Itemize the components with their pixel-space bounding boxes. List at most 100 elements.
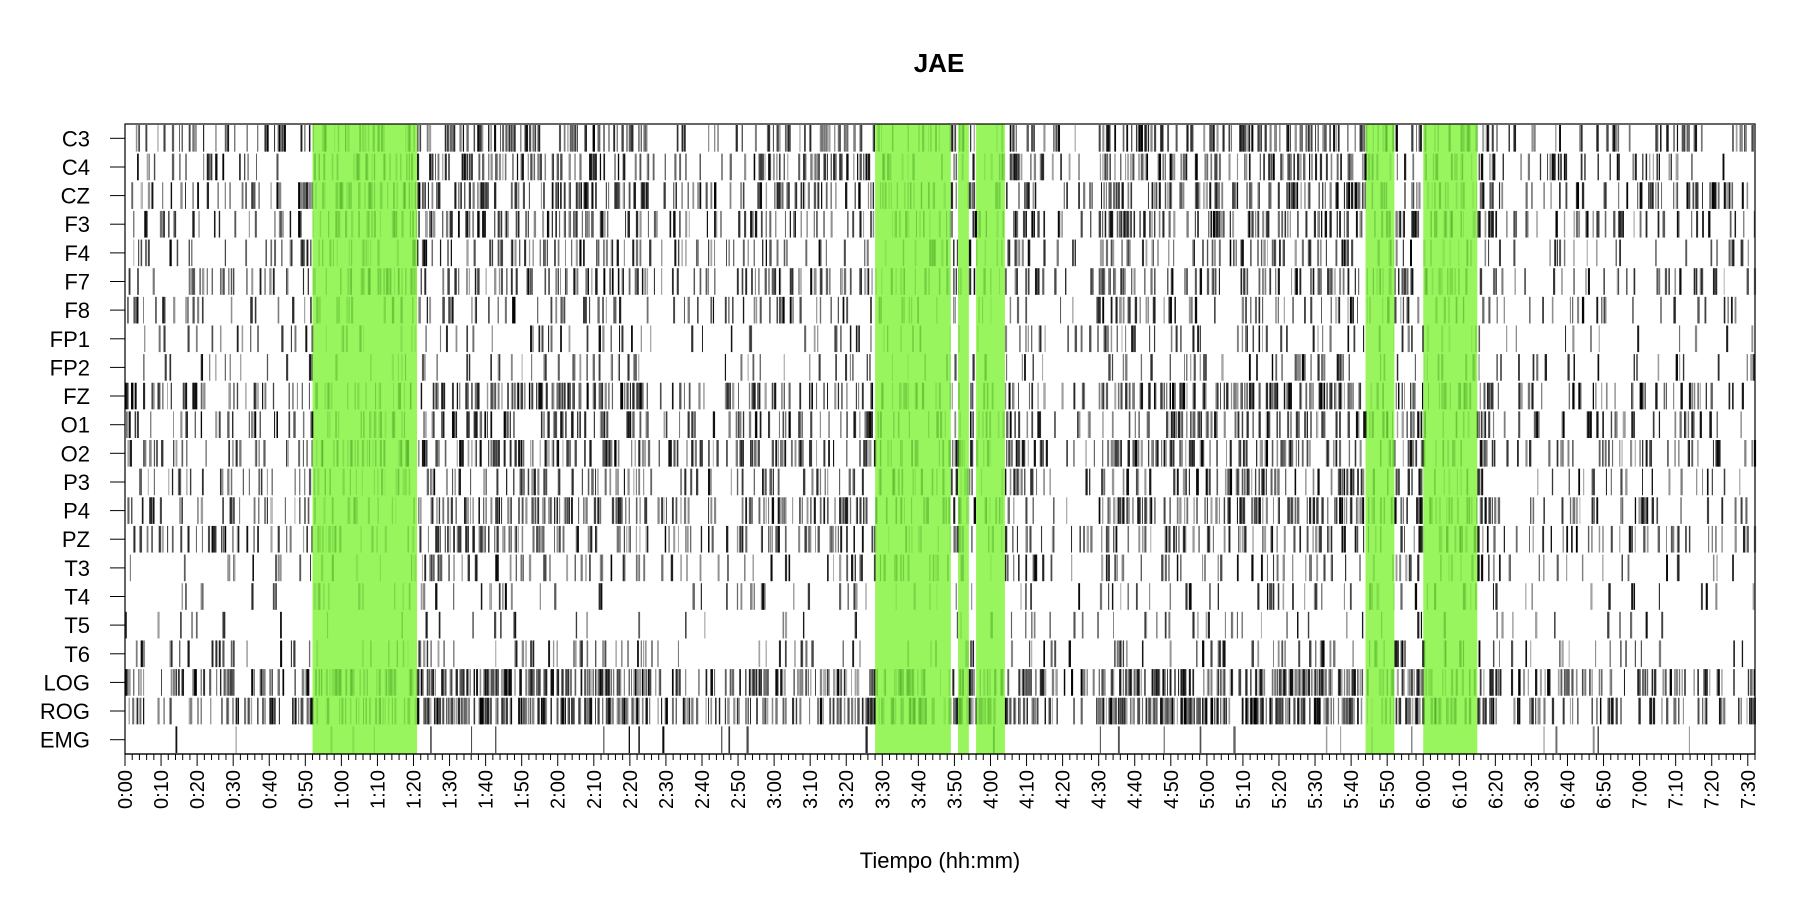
mark	[469, 153, 473, 181]
mark	[1357, 182, 1359, 209]
mark	[317, 468, 320, 496]
mark	[776, 182, 779, 209]
mark	[688, 382, 691, 410]
mark	[1004, 382, 1007, 410]
mark	[466, 268, 468, 295]
mark	[396, 640, 399, 668]
mark	[219, 468, 222, 496]
mark	[883, 153, 886, 181]
mark	[347, 125, 350, 152]
mark	[1452, 554, 1454, 582]
mark	[515, 554, 517, 582]
mark	[1132, 382, 1134, 410]
mark	[181, 583, 184, 610]
mark	[1468, 497, 1471, 524]
mark	[322, 239, 324, 267]
mark	[384, 296, 386, 324]
mark	[952, 440, 954, 467]
mark	[236, 440, 238, 467]
mark	[1616, 153, 1619, 181]
mark	[872, 182, 874, 209]
mark	[1247, 210, 1250, 238]
mark	[1455, 182, 1458, 209]
mark	[363, 411, 365, 438]
mark	[403, 182, 406, 209]
mark	[778, 640, 781, 668]
mark	[1199, 268, 1203, 295]
channel-row-f7	[128, 268, 1757, 295]
mark	[1351, 239, 1354, 267]
mark	[494, 382, 496, 410]
mark	[489, 239, 491, 267]
mark	[1002, 153, 1004, 181]
mark	[1418, 125, 1421, 152]
mark	[732, 296, 734, 324]
mark	[1186, 268, 1188, 295]
mark	[1407, 296, 1410, 324]
mark	[264, 497, 266, 524]
mark	[1579, 382, 1582, 410]
mark	[1247, 468, 1250, 496]
mark	[603, 210, 606, 238]
mark	[1042, 153, 1045, 181]
mark	[1379, 268, 1382, 295]
mark	[474, 382, 476, 410]
mark	[207, 525, 211, 553]
mark	[1715, 440, 1717, 467]
mark	[491, 239, 494, 267]
mark	[1287, 497, 1289, 524]
mark	[640, 640, 642, 668]
mark	[1141, 497, 1143, 524]
mark	[564, 268, 567, 295]
mark	[409, 210, 411, 238]
mark	[771, 440, 774, 467]
mark	[543, 468, 546, 496]
mark	[601, 554, 604, 582]
mark	[1369, 583, 1372, 610]
mark	[1072, 239, 1074, 267]
mark	[528, 554, 532, 582]
mark	[1179, 182, 1182, 209]
mark	[1422, 440, 1424, 467]
mark	[1108, 583, 1110, 610]
mark	[1556, 440, 1559, 467]
mark	[1348, 354, 1350, 381]
mark	[413, 554, 415, 582]
mark	[1278, 411, 1281, 438]
mark	[192, 268, 195, 295]
mark	[201, 268, 205, 295]
mark	[1008, 440, 1011, 467]
mark	[1191, 296, 1193, 324]
mark	[1182, 153, 1185, 181]
mark	[1676, 153, 1679, 181]
mark	[170, 382, 172, 410]
mark	[1173, 239, 1175, 267]
mark	[1355, 525, 1359, 553]
mark	[506, 411, 509, 438]
mark	[1015, 239, 1018, 267]
mark	[399, 440, 401, 467]
mark	[177, 468, 180, 496]
mark	[131, 497, 133, 524]
mark	[1026, 411, 1029, 438]
mark	[473, 182, 475, 209]
mark	[1536, 354, 1539, 381]
mark	[879, 440, 882, 467]
mark	[314, 382, 317, 410]
mark	[941, 239, 944, 267]
mark	[438, 497, 441, 524]
mark	[1205, 611, 1208, 639]
mark	[1009, 296, 1012, 324]
mark	[930, 125, 932, 152]
mark	[1697, 440, 1699, 467]
mark	[613, 125, 616, 152]
mark	[1239, 125, 1241, 152]
mark	[1043, 210, 1046, 238]
mark	[776, 125, 779, 152]
mark	[669, 440, 672, 467]
mark	[891, 468, 894, 496]
mark	[1452, 440, 1454, 467]
mark	[619, 325, 621, 353]
mark	[1391, 125, 1394, 152]
mark	[1343, 182, 1346, 209]
